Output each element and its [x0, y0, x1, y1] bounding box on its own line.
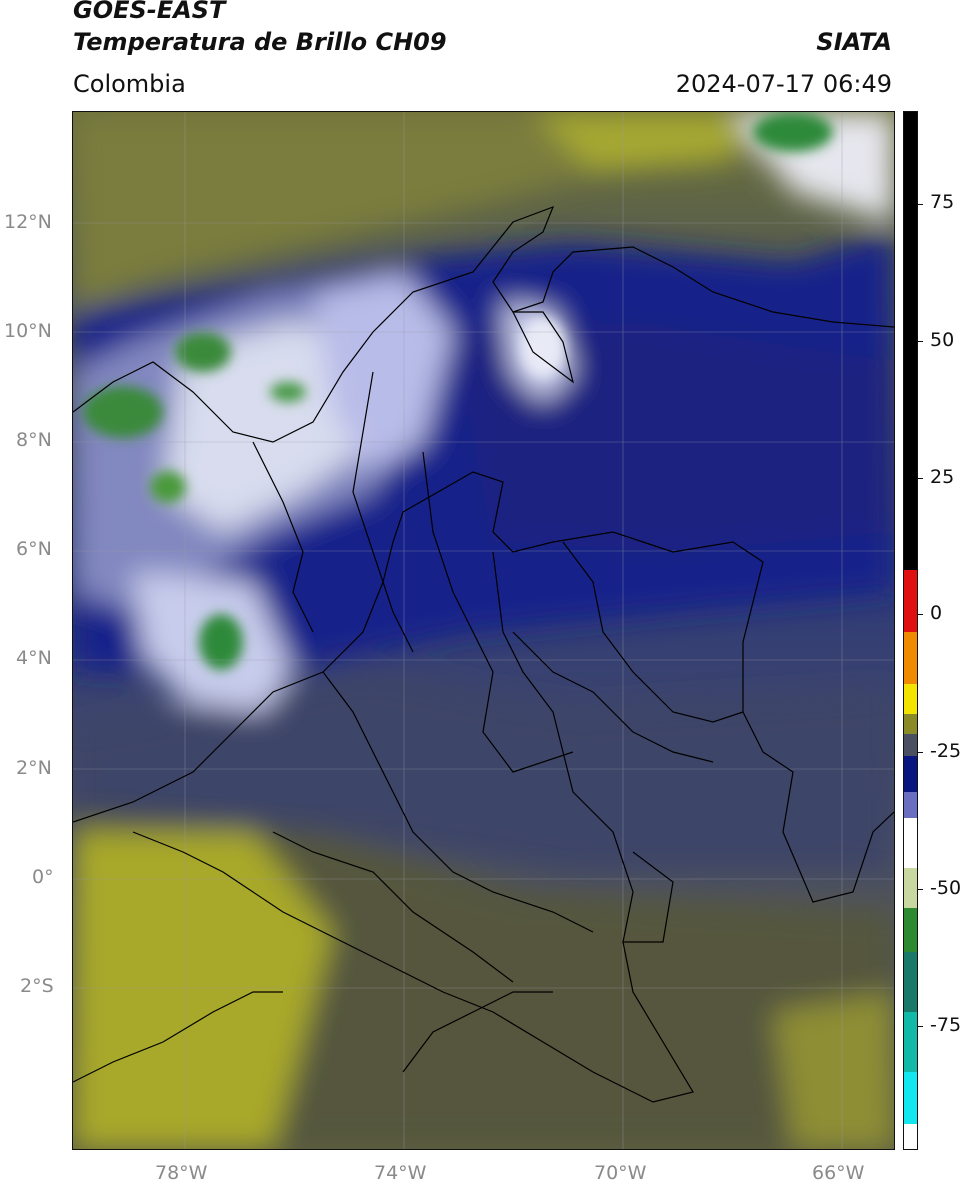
lat-label: 4°N [16, 647, 52, 669]
lat-label: 10°N [4, 320, 52, 342]
title-line1: GOES-EAST [73, 0, 226, 24]
cloud-field [73, 112, 894, 1149]
colorbar-tick [917, 204, 923, 205]
colorbar-tick [917, 889, 923, 890]
lon-label: 66°W [812, 1162, 865, 1184]
colorbar-tick [917, 752, 923, 753]
colorbar-label: 75 [930, 191, 955, 213]
map-gridlines [73, 112, 894, 1149]
lon-label: 74°W [374, 1162, 427, 1184]
country-borders [73, 205, 894, 1103]
lat-label: 8°N [16, 429, 52, 451]
lon-label: 70°W [594, 1162, 647, 1184]
lat-label: 6°N [16, 538, 52, 560]
colorbar-label: -25 [930, 740, 962, 762]
colorbar-label: -75 [930, 1014, 962, 1036]
colorbar-label: -50 [930, 877, 962, 899]
colorbar-label: 0 [930, 602, 943, 624]
lat-label: 12°N [4, 211, 52, 233]
colorbar-tick [917, 614, 923, 615]
lat-label: 2°S [20, 975, 54, 997]
colorbar-tick [917, 341, 923, 342]
source-label: SIATA [816, 28, 892, 56]
lon-label: 78°W [155, 1162, 208, 1184]
colorbar-tick [917, 1026, 923, 1027]
satellite-map [72, 111, 895, 1150]
lat-label: 0° [32, 866, 54, 888]
colorbar [903, 111, 918, 1150]
lat-label: 2°N [16, 757, 52, 779]
timestamp: 2024-07-17 06:49 [675, 70, 892, 98]
colorbar-label: 50 [930, 329, 955, 351]
region-label: Colombia [73, 70, 186, 98]
colorbar-label: 25 [930, 466, 955, 488]
title-line2: Temperatura de Brillo CH09 [73, 28, 447, 56]
cold-cloud-tops [83, 112, 833, 670]
map-canvas [73, 112, 894, 1149]
colorbar-tick [917, 478, 923, 479]
